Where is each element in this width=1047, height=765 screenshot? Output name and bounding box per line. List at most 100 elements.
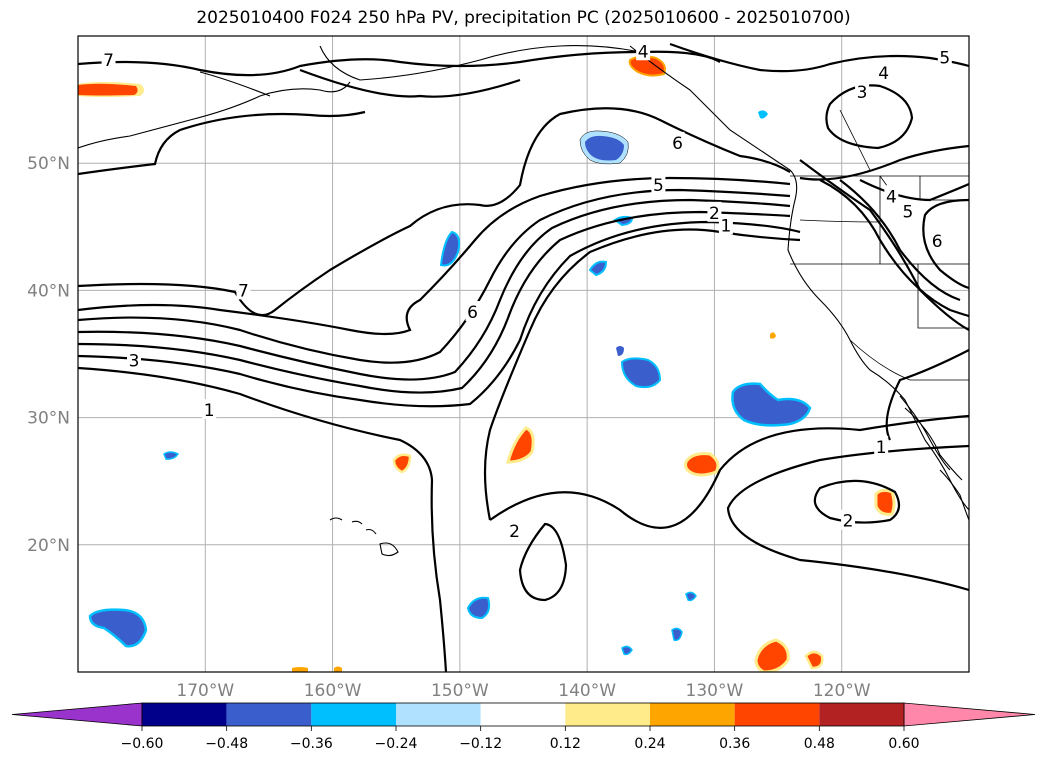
precip-blob-neg	[616, 346, 624, 356]
contour-label: 1	[204, 401, 215, 421]
contour-label: 7	[238, 281, 249, 301]
coastline-mexico	[939, 469, 969, 521]
precipitation-anomaly-fill	[78, 55, 896, 672]
contour-label: 4	[878, 64, 889, 84]
contour-label-halo	[465, 301, 480, 322]
coastline-baja	[899, 395, 963, 481]
precip-blob-pos	[874, 488, 896, 516]
longitude-labels: 170°W 160°W 150°W 140°W 130°W 120°W	[176, 681, 870, 701]
latitude-label: 20°N	[27, 536, 70, 556]
contour-label-halo	[718, 214, 733, 235]
colorbar-tick-label: −0.60	[121, 736, 164, 752]
precip-blob-pos	[684, 452, 720, 477]
precip-blob-pos	[292, 667, 308, 672]
colorbar-bin	[565, 703, 650, 726]
latitude-label: 50°N	[27, 154, 70, 174]
contour-label-halo	[236, 279, 251, 300]
precip-blob-neg	[466, 596, 491, 620]
colorbar-tick-label: 0.36	[719, 736, 750, 752]
contour-label-halo	[101, 49, 116, 70]
pv-contour	[78, 210, 791, 394]
contour-label: 4	[638, 42, 649, 62]
contour-label: 6	[672, 134, 683, 154]
precip-blob-pos	[754, 638, 790, 672]
pv-contour	[922, 198, 969, 290]
contour-label-halo	[930, 229, 945, 250]
precip-blob-neg	[621, 645, 633, 656]
colorbar-tick-label: 0.12	[550, 736, 581, 752]
pv-contour	[799, 144, 969, 181]
contour-label: 1	[720, 217, 731, 237]
pv-contour	[518, 522, 568, 602]
longitude-label: 130°W	[686, 681, 744, 701]
contour-label-halo	[707, 201, 722, 222]
pv-contour	[799, 159, 969, 331]
contour-label-halo	[855, 80, 870, 101]
pv-contour	[819, 179, 969, 318]
colorbar-tick-label: −0.48	[205, 736, 248, 752]
colorbar-tick-label: −0.24	[375, 736, 418, 752]
colorbar-tick-label: −0.36	[290, 736, 333, 752]
longitude-label: 170°W	[176, 681, 234, 701]
colorbar-bin	[396, 703, 481, 726]
contour-label-halo	[874, 435, 889, 456]
contour-label-halo	[670, 131, 685, 152]
colorbar-tick-label: 0.60	[888, 736, 919, 752]
pv-contour	[78, 176, 791, 336]
longitude-label: 160°W	[304, 681, 362, 701]
pv-contour	[78, 110, 366, 176]
pv-contour	[726, 444, 969, 592]
contour-label-halo	[884, 185, 899, 206]
contour-label-halo	[202, 398, 217, 419]
precip-blob-pos	[392, 453, 412, 474]
colorbar-bin	[650, 703, 735, 726]
figure-title: 2025010400 F024 250 hPa PV, precipitatio…	[196, 8, 851, 28]
pv-contour	[78, 198, 791, 381]
contour-label: 7	[103, 51, 114, 71]
pv-contour	[78, 366, 448, 672]
precip-blob-pos	[334, 666, 342, 672]
pv-contour	[299, 68, 521, 98]
precip-blob-neg	[439, 230, 461, 267]
precip-blob-neg	[685, 591, 697, 602]
precip-blob-neg	[758, 110, 768, 119]
precip-blob-neg	[671, 627, 683, 642]
precip-blob-pos	[506, 426, 535, 464]
colorbar-tick-label: 0.48	[804, 736, 835, 752]
precip-blob-neg	[588, 260, 608, 277]
precip-blob-neg	[585, 135, 624, 161]
colorbar-bin	[226, 703, 312, 726]
contour-label: 5	[939, 49, 950, 69]
colorbar-extend-max	[903, 702, 1036, 727]
precip-blob-pos	[78, 83, 138, 96]
latitude-label: 30°N	[27, 409, 70, 429]
contour-label: 3	[129, 351, 140, 371]
border-states	[790, 176, 969, 381]
contour-label: 3	[857, 83, 868, 103]
colorbar-tick-label: −0.12	[459, 736, 502, 752]
precip-blob-neg	[163, 451, 180, 460]
contour-label: 1	[876, 438, 887, 458]
precip-blob-pos	[770, 332, 776, 339]
longitude-label: 140°W	[558, 681, 616, 701]
contour-label: 6	[932, 232, 943, 252]
contour-label: 2	[709, 204, 720, 224]
colorbar-tick-label: 0.24	[634, 736, 665, 752]
map-frame	[77, 35, 970, 673]
pv-contour	[78, 220, 801, 408]
coastline-alaska-south	[199, 45, 641, 97]
political-borders	[790, 109, 969, 381]
pv-contour	[825, 84, 914, 150]
hawaii-islands	[329, 517, 399, 557]
coastline-alaska	[78, 81, 351, 149]
contour-label-halo	[651, 173, 666, 194]
precip-blob-neg	[731, 382, 812, 427]
colorbar-extend-min	[11, 702, 143, 727]
precip-blob-pos	[804, 650, 824, 670]
contour-label: 5	[902, 203, 913, 223]
colorbar-bin	[142, 703, 227, 726]
contour-label: 2	[509, 522, 520, 542]
longitude-label: 120°W	[813, 681, 871, 701]
